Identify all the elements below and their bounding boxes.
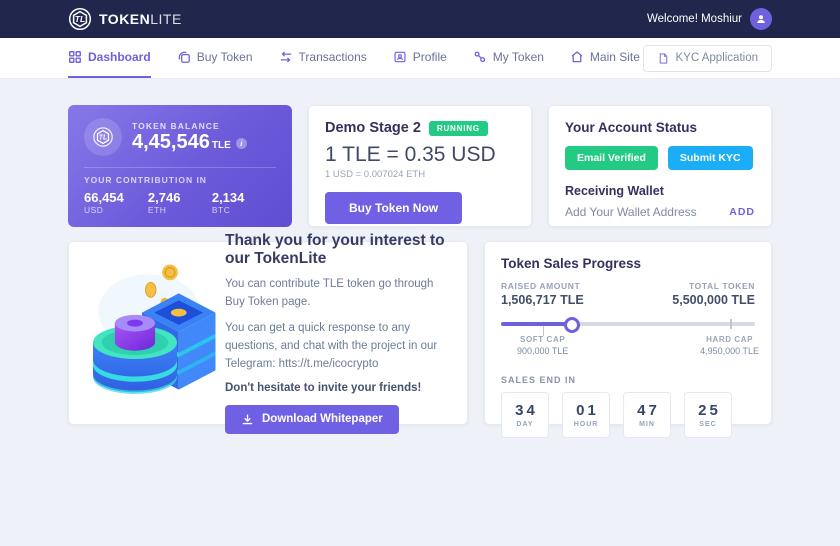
countdown-minutes: 47 MIN	[623, 392, 671, 438]
countdown-seconds: 25 SEC	[684, 392, 732, 438]
top-header: TL TOKENLITE Welcome! Moshiur	[0, 0, 840, 38]
svg-text:TL: TL	[75, 14, 85, 24]
soft-cap-tick	[542, 326, 544, 336]
token-balance-label: TOKEN BALANCE	[132, 120, 220, 131]
thank-you-title: Thank you for your interest to our Token…	[225, 232, 445, 268]
token-balance-amount: 4,45,546 TLE i	[132, 131, 247, 154]
sales-progress-slider	[501, 317, 755, 336]
total-token: TOTAL TOKEN 5,500,000 TLE	[672, 281, 755, 307]
stage-title: Demo Stage 2	[325, 120, 421, 136]
kyc-application-button[interactable]: KYC Application	[642, 44, 772, 72]
slider-track	[501, 322, 755, 326]
countdown-hours: 01 HOUR	[562, 392, 610, 438]
nav-item-main-site[interactable]: Main Site	[570, 38, 640, 78]
contribution-btc: 2,134 BTC	[211, 190, 245, 215]
contribution-eth: 2,746 ETH	[147, 190, 181, 215]
download-whitepaper-button[interactable]: Download Whitepaper	[225, 404, 399, 434]
sales-countdown: 34 DAY 01 HOUR 47 MIN 25 SEC	[501, 392, 755, 438]
thank-you-card: Thank you for your interest to our Token…	[68, 232, 468, 434]
grid-icon	[69, 51, 81, 63]
account-status-card: Your Account Status Email Verified Submi…	[548, 105, 772, 227]
sales-end-label: SALES END IN	[501, 375, 577, 385]
raised-amount: RAISED AMOUNT 1,506,717 TLE	[501, 281, 584, 307]
hard-cap-tick	[729, 319, 732, 329]
slider-handle[interactable]	[563, 317, 580, 333]
download-icon	[242, 414, 253, 424]
slider-fill	[501, 322, 571, 326]
account-status-title: Your Account Status	[565, 120, 698, 135]
add-wallet-link[interactable]: ADD	[729, 206, 755, 218]
token-sales-progress-card: Token Sales Progress RAISED AMOUNT 1,506…	[484, 241, 772, 438]
person-icon	[757, 15, 765, 23]
welcome-text: Welcome! Moshiur	[646, 13, 742, 25]
coins-stack-illustration	[79, 255, 219, 412]
brand-logo[interactable]: TL TOKENLITE	[68, 7, 182, 31]
token-stage-card: Demo Stage 2 RUNNING 1 TLE = 0.35 USD 1 …	[308, 105, 532, 227]
wallet-address-hint: Add Your Wallet Address	[565, 205, 697, 219]
receiving-wallet-title: Receiving Wallet	[565, 184, 664, 198]
progress-title: Token Sales Progress	[501, 256, 642, 271]
nav-item-profile[interactable]: Profile	[393, 38, 447, 78]
contribution-label: YOUR CONTRIBUTION IN	[84, 175, 207, 185]
token-rate: 1 TLE = 0.35 USD	[325, 143, 496, 166]
stage-status-badge: RUNNING	[428, 120, 488, 136]
id-card-icon	[394, 51, 406, 63]
svg-text:TL: TL	[99, 135, 107, 142]
main-navigation: Dashboard Buy Token Transactions	[0, 38, 840, 79]
transfer-icon	[280, 51, 291, 63]
home-icon	[571, 51, 583, 63]
nav-item-dashboard[interactable]: Dashboard	[68, 38, 151, 78]
thank-you-paragraph-2: You can get a quick response to any ques…	[225, 322, 438, 370]
token-balance-card: TL TOKEN BALANCE 4,45,546 TLE i YOUR CONTR…	[68, 105, 292, 227]
user-avatar[interactable]	[750, 8, 772, 30]
coins-icon	[178, 51, 190, 63]
buy-token-now-button[interactable]: Buy Token Now	[325, 192, 463, 224]
thank-you-paragraph-1: You can contribute TLE token go through …	[225, 278, 434, 309]
submit-kyc-badge[interactable]: Submit KYC	[667, 146, 753, 170]
user-area: Welcome! Moshiur	[647, 8, 772, 30]
hard-cap-marker: HARD CAP 4,950,000 TLE	[700, 335, 760, 356]
soft-cap-marker: SOFT CAP 900,000 TLE	[516, 335, 569, 356]
nav-item-transactions[interactable]: Transactions	[279, 38, 367, 78]
info-icon[interactable]: i	[235, 138, 247, 150]
contribution-usd: 66,454 USD	[84, 190, 124, 215]
nav-item-buy-token[interactable]: Buy Token	[177, 38, 253, 78]
email-verified-badge[interactable]: Email Verified	[565, 146, 658, 170]
countdown-days: 34 DAY	[501, 392, 549, 438]
document-icon	[659, 52, 667, 64]
token-rate-sub: 1 USD = 0.007024 ETH	[325, 169, 426, 180]
invite-friends-text: Don't hesitate to invite your friends!	[225, 381, 422, 394]
token-logo-icon: TL	[84, 118, 122, 156]
brand-name: TOKENLITE	[99, 11, 182, 27]
nav-item-my-token[interactable]: My Token	[473, 38, 544, 78]
tokenlite-logo-icon: TL	[68, 7, 92, 31]
nodes-icon	[474, 51, 485, 63]
